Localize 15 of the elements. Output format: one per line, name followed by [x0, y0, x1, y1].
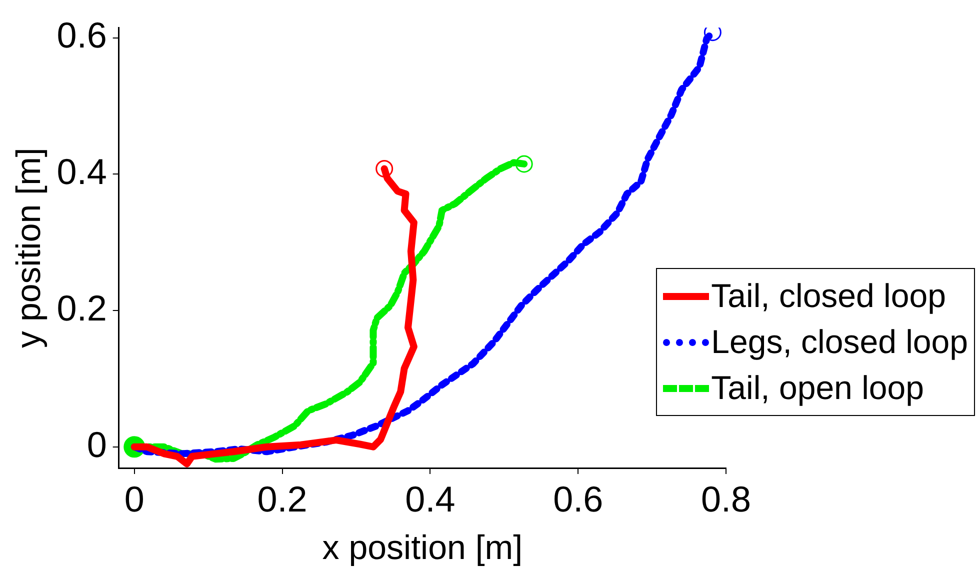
y-tick-label: 0.4 — [56, 151, 107, 192]
x-tick-label: 0 — [124, 478, 144, 520]
y-axis-title: y position [m] — [10, 148, 48, 348]
legend-label: Tail, open loop — [711, 368, 924, 408]
x-tick-label: 0.4 — [405, 478, 456, 520]
y-tick-label: 0.6 — [56, 14, 107, 56]
x-axis-title: x position [m] — [322, 528, 523, 567]
x-tick-label: 0.8 — [700, 478, 752, 520]
legend-label: Legs, closed loop — [711, 322, 968, 362]
x-tick-label: 0.6 — [553, 478, 604, 520]
legend-label: Tail, closed loop — [711, 276, 946, 316]
y-tick-label: 0 — [86, 424, 107, 465]
x-tick-label: 0.2 — [257, 478, 308, 520]
point — [376, 160, 394, 178]
y-tick-label: 0.2 — [56, 287, 107, 328]
